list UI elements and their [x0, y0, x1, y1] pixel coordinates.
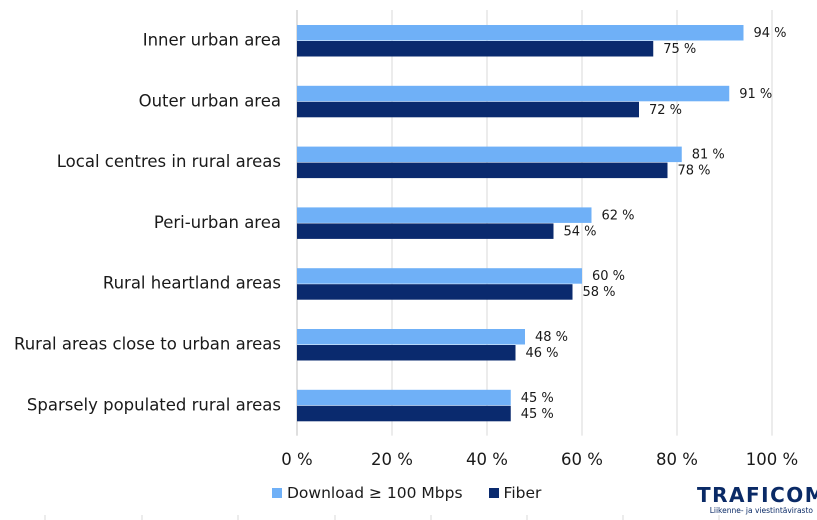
data-label: 46 % [526, 346, 559, 361]
data-label: 91 % [739, 87, 772, 102]
category-label: Outer urban area [139, 91, 281, 110]
data-label: 81 % [692, 148, 725, 163]
category-label: Peri-urban area [154, 213, 281, 232]
bar [297, 223, 554, 239]
bar-chart: 0 % 20 % 40 % 60 % 80 % 100 % Inner urban area… [14, 10, 798, 469]
bar [297, 146, 682, 163]
data-label: 58 % [583, 285, 616, 300]
legend-item-fiber: Fiber [488, 484, 542, 502]
data-label: 75 % [663, 42, 696, 57]
bar [297, 207, 592, 223]
bar [297, 345, 516, 361]
bar [297, 162, 668, 179]
category-label: Rural areas close to urban areas [14, 335, 281, 354]
x-tick-label: 100 % [746, 450, 798, 469]
bar [297, 85, 730, 102]
bar [297, 268, 582, 284]
data-label: 72 % [649, 103, 682, 118]
category-label: Inner urban area [143, 31, 281, 50]
legend-label-download: Download ≥ 100 Mbps [287, 484, 463, 502]
bar [297, 329, 525, 345]
bar [297, 284, 573, 300]
bottom-tick-marks [44, 515, 720, 520]
category-label: Local centres in rural areas [57, 152, 281, 171]
data-label: 62 % [602, 208, 635, 223]
bar [297, 389, 511, 406]
data-label: 48 % [535, 330, 568, 345]
data-label: 94 % [754, 26, 787, 41]
data-label: 45 % [521, 391, 554, 406]
x-tick-label: 20 % [371, 450, 413, 469]
x-tick-label: 80 % [656, 450, 698, 469]
x-tick-label: 40 % [466, 450, 508, 469]
x-tick-label: 0 % [281, 450, 312, 469]
traficom-logo: TRAFICOM Liikenne- ja viestintävirasto [697, 483, 817, 515]
bar [297, 101, 639, 118]
legend: Download ≥ 100 Mbps Fiber [272, 484, 567, 502]
legend-item-download: Download ≥ 100 Mbps [272, 484, 463, 502]
data-label: 78 % [678, 164, 711, 179]
legend-swatch-fiber [488, 488, 499, 498]
logo-subtitle: Liikenne- ja viestintävirasto [709, 506, 813, 515]
bar [297, 405, 511, 422]
legend-label-fiber: Fiber [503, 484, 542, 502]
category-label: Rural heartland areas [103, 274, 281, 293]
legend-swatch-download [272, 488, 282, 498]
category-label: Sparsely populated rural areas [27, 395, 281, 414]
logo-wordmark: TRAFICOM [697, 483, 817, 507]
data-label: 54 % [564, 224, 597, 239]
bar [297, 41, 654, 57]
bar [297, 25, 744, 41]
data-label: 60 % [592, 269, 625, 284]
data-label: 45 % [521, 407, 554, 422]
x-tick-label: 60 % [561, 450, 603, 469]
